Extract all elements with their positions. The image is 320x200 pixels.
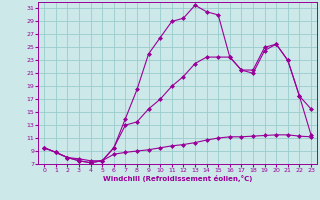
X-axis label: Windchill (Refroidissement éolien,°C): Windchill (Refroidissement éolien,°C) [103,175,252,182]
